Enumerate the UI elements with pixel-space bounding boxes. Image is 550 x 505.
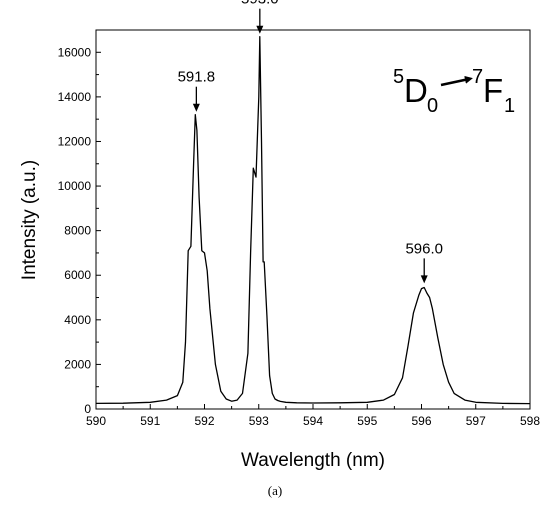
x-tick-label: 598 (520, 414, 540, 428)
x-tick-label: 597 (466, 414, 486, 428)
peak-label: 591.8 (178, 69, 216, 86)
x-tick-label: 595 (357, 414, 377, 428)
x-tick-label: 592 (194, 414, 214, 428)
y-axis-ticks: 0 2000 4000 6000 8000 10000 12000 14000 16000 (58, 45, 101, 416)
y-tick-label: 2000 (64, 357, 91, 371)
plot-frame (95, 29, 531, 410)
transition-final-letter: F (483, 72, 503, 109)
x-tick-label: 594 (303, 414, 323, 428)
x-tick-label: 593 (249, 414, 269, 428)
transition-initial-letter: D (404, 72, 428, 109)
x-axis-ticks: 590 591 592 593 594 595 596 597 598 (86, 404, 540, 428)
peak-arrow-head (192, 103, 200, 112)
spectrum-line (95, 36, 531, 405)
peak-arrow-head (420, 275, 428, 284)
y-tick-label: 4000 (64, 313, 91, 327)
transition-initial-subscript: 0 (427, 95, 438, 117)
y-tick-label: 10000 (58, 179, 92, 193)
y-tick-label: 16000 (58, 45, 92, 59)
transition-final-superscript: 7 (472, 66, 483, 88)
peak-label: 596.0 (405, 240, 443, 257)
peak-annotations: 591.8 593.0 596.0 (178, 0, 443, 284)
transition-final-subscript: 1 (504, 95, 515, 117)
x-tick-label: 591 (140, 414, 160, 428)
transition-initial-superscript: 5 (393, 66, 404, 88)
peak-label: 593.0 (241, 0, 279, 8)
transition-arrow (440, 75, 473, 87)
y-tick-label: 14000 (58, 90, 92, 104)
y-tick-label: 0 (84, 402, 91, 416)
y-tick-label: 6000 (64, 268, 91, 282)
peak-arrow-head (256, 25, 264, 34)
transition-label: 5 D 0 7 F 1 (393, 66, 515, 117)
y-tick-label: 12000 (58, 134, 92, 148)
x-tick-label: 596 (411, 414, 431, 428)
y-tick-label: 8000 (64, 224, 91, 238)
figure-caption: (a) (268, 483, 282, 498)
y-axis-title: Intensity (a.u.) (19, 160, 40, 280)
x-axis-title: Wavelength (nm) (241, 450, 385, 471)
x-tick-label: 590 (86, 414, 106, 428)
